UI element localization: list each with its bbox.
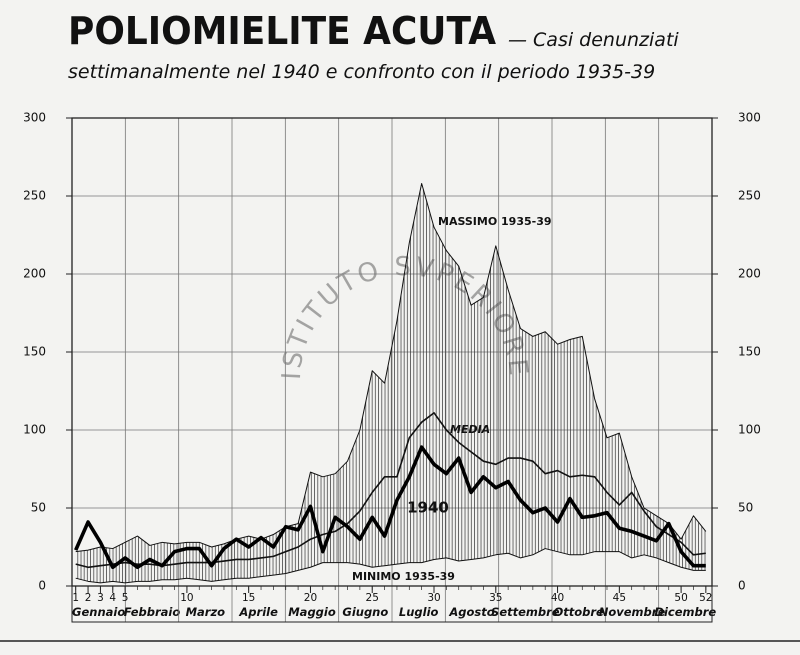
month-label: Settembre [491, 605, 560, 619]
series-line [75, 548, 706, 584]
x-tick-label: 10 [180, 592, 193, 604]
y-tick-label: 300 [23, 111, 46, 125]
y2-tick-label: 200 [738, 267, 761, 281]
series-label: 1940 [407, 499, 449, 517]
x-tick-label: 20 [304, 592, 317, 604]
x-tick-label: 52 [699, 592, 712, 604]
x-tick-label: 35 [489, 592, 502, 604]
x-tick-label: 5 [122, 592, 129, 604]
y-tick-label: 250 [23, 189, 46, 203]
x-tick-label: 30 [427, 592, 440, 604]
x-tick-label: 45 [613, 592, 626, 604]
month-label: Ottobre [553, 605, 604, 619]
x-tick-label: 40 [551, 592, 564, 604]
month-label: Luglio [399, 605, 439, 619]
month-label: Giugno [342, 605, 388, 619]
range-band [75, 183, 706, 583]
month-label: Aprile [238, 605, 278, 619]
month-label: Gennaio [72, 605, 125, 619]
series-line [75, 183, 707, 553]
chart-title: POLIOMIELITE ACUTA [68, 9, 497, 53]
month-label: Agosto [448, 605, 494, 619]
chart-subtitle: — Casi denunziati [508, 29, 679, 51]
series-line [74, 445, 706, 570]
series-line [75, 412, 706, 569]
x-tick-label: 4 [109, 592, 116, 604]
y-tick-label: 200 [23, 267, 46, 281]
series-label: MASSIMO 1935-39 [438, 215, 552, 228]
series-label: MINIMO 1935-39 [352, 570, 455, 583]
x-tick-label: 2 [85, 592, 92, 604]
x-tick-label: 50 [674, 592, 687, 604]
month-label: Dicembre [654, 605, 716, 619]
y-tick-label: 150 [23, 345, 46, 359]
series-label: MEDIA [450, 423, 490, 436]
x-tick-label: 1 [72, 592, 79, 604]
month-label: Maggio [288, 605, 336, 619]
y2-tick-label: 300 [738, 111, 761, 125]
x-tick-label: 3 [97, 592, 104, 604]
x-tick-label: 15 [242, 592, 255, 604]
y2-tick-label: 150 [738, 345, 761, 359]
month-label: Novembre [599, 605, 666, 619]
y-tick-label: 100 [23, 423, 46, 437]
y2-tick-label: 0 [738, 579, 746, 593]
axis-label-frame [71, 585, 713, 623]
month-label: Febbraio [124, 605, 181, 619]
y-tick-label: 0 [38, 579, 46, 593]
y2-tick-label: 50 [738, 501, 753, 515]
chart-subtitle: settimanalmente nel 1940 e confronto con… [68, 61, 655, 83]
y2-tick-label: 100 [738, 423, 761, 437]
y-tick-label: 50 [31, 501, 46, 515]
month-label: Marzo [186, 605, 226, 619]
y2-tick-label: 250 [738, 189, 761, 203]
x-tick-label: 25 [366, 592, 379, 604]
